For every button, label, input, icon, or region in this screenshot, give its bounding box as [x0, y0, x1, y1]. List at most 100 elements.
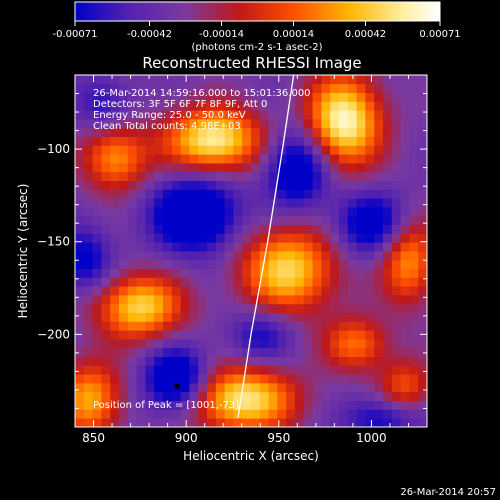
- heatmap-cell: [268, 127, 278, 137]
- heatmap-cell: [189, 75, 199, 85]
- heatmap-cell: [92, 215, 102, 225]
- heatmap-cell: [365, 119, 375, 129]
- heatmap-cell: [189, 312, 199, 322]
- heatmap-cell: [251, 400, 261, 410]
- heatmap-cell: [365, 303, 375, 313]
- heatmap-cell: [347, 215, 357, 225]
- x-tick-label: 900: [175, 431, 198, 445]
- heatmap-cell: [321, 312, 331, 322]
- heatmap-cell: [391, 295, 401, 305]
- heatmap-cell: [154, 189, 164, 199]
- heatmap-cell: [101, 233, 111, 243]
- heatmap-cell: [233, 277, 243, 287]
- heatmap-cell: [119, 347, 129, 357]
- heatmap-cell: [251, 189, 261, 199]
- heatmap-cell: [145, 259, 155, 269]
- heatmap-cell: [233, 110, 243, 120]
- heatmap-cell: [119, 171, 129, 181]
- heatmap-cell: [101, 418, 111, 427]
- heatmap-cell: [92, 295, 102, 305]
- heatmap-cell: [268, 92, 278, 102]
- heatmap-cell: [171, 242, 181, 252]
- heatmap-cell: [171, 189, 181, 199]
- heatmap-cell: [127, 119, 137, 129]
- heatmap-cell: [224, 242, 234, 252]
- heatmap-cell: [347, 154, 357, 164]
- heatmap-cell: [163, 101, 173, 111]
- heatmap-cell: [163, 400, 173, 410]
- heatmap-cell: [418, 127, 427, 137]
- heatmap-cell: [295, 391, 305, 401]
- heatmap-cell: [356, 110, 366, 120]
- heatmap-cell: [383, 356, 393, 366]
- heatmap-cell: [242, 391, 252, 401]
- heatmap-cell: [277, 347, 287, 357]
- heatmap-cell: [163, 312, 173, 322]
- heatmap-cell: [92, 400, 102, 410]
- heatmap-cell: [268, 119, 278, 129]
- heatmap-cell: [374, 286, 384, 296]
- heatmap-cell: [321, 303, 331, 313]
- heatmap-cell: [286, 83, 296, 93]
- heatmap-cell: [251, 418, 261, 427]
- heatmap-cell: [198, 171, 208, 181]
- heatmap-cell: [277, 418, 287, 427]
- heatmap-cell: [251, 233, 261, 243]
- heatmap-cell: [233, 418, 243, 427]
- heatmap-cell: [136, 83, 146, 93]
- heatmap-cell: [154, 215, 164, 225]
- heatmap-cell: [268, 251, 278, 261]
- heatmap-cell: [303, 171, 313, 181]
- heatmap-cell: [136, 163, 146, 173]
- heatmap-cell: [383, 303, 393, 313]
- heatmap-cell: [207, 303, 217, 313]
- heatmap-cell: [189, 418, 199, 427]
- heatmap-cell: [374, 268, 384, 278]
- heatmap-cell: [409, 383, 419, 393]
- heatmap-cell: [119, 75, 129, 85]
- heatmap-cell: [251, 268, 261, 278]
- heatmap-cell: [303, 286, 313, 296]
- heatmap-cell: [101, 339, 111, 349]
- heatmap-cell: [127, 224, 137, 234]
- heatmap-cell: [259, 119, 269, 129]
- heatmap-cell: [356, 330, 366, 340]
- heatmap-cell: [347, 127, 357, 137]
- heatmap-cell: [92, 136, 102, 146]
- heatmap-cell: [163, 189, 173, 199]
- heatmap-cell: [75, 418, 85, 427]
- heatmap-cell: [136, 303, 146, 313]
- heatmap-cell: [277, 259, 287, 269]
- heatmap-cell: [277, 136, 287, 146]
- heatmap-cell: [119, 101, 129, 111]
- heatmap-cell: [312, 189, 322, 199]
- heatmap-cell: [312, 242, 322, 252]
- heatmap-cell: [154, 295, 164, 305]
- heatmap-cell: [268, 215, 278, 225]
- heatmap-cell: [347, 277, 357, 287]
- heatmap-cell: [295, 145, 305, 155]
- heatmap-cell: [110, 374, 120, 384]
- heatmap-cell: [101, 110, 111, 120]
- heatmap-cell: [321, 233, 331, 243]
- heatmap-cell: [277, 251, 287, 261]
- heatmap-cell: [339, 347, 349, 357]
- heatmap-cell: [268, 83, 278, 93]
- heatmap-cell: [145, 83, 155, 93]
- heatmap-cell: [400, 330, 410, 340]
- heatmap-cell: [83, 251, 93, 261]
- heatmap-cell: [189, 330, 199, 340]
- heatmap-cell: [207, 295, 217, 305]
- heatmap-cell: [409, 303, 419, 313]
- heatmap-cell: [347, 207, 357, 217]
- heatmap-cell: [268, 295, 278, 305]
- heatmap-cell: [136, 295, 146, 305]
- colorbar-tick-label: 0.00042: [345, 29, 386, 40]
- heatmap-cell: [207, 391, 217, 401]
- heatmap-cell: [312, 163, 322, 173]
- heatmap-cell: [409, 277, 419, 287]
- heatmap-cell: [154, 180, 164, 190]
- heatmap-cell: [92, 347, 102, 357]
- heatmap-cell: [295, 312, 305, 322]
